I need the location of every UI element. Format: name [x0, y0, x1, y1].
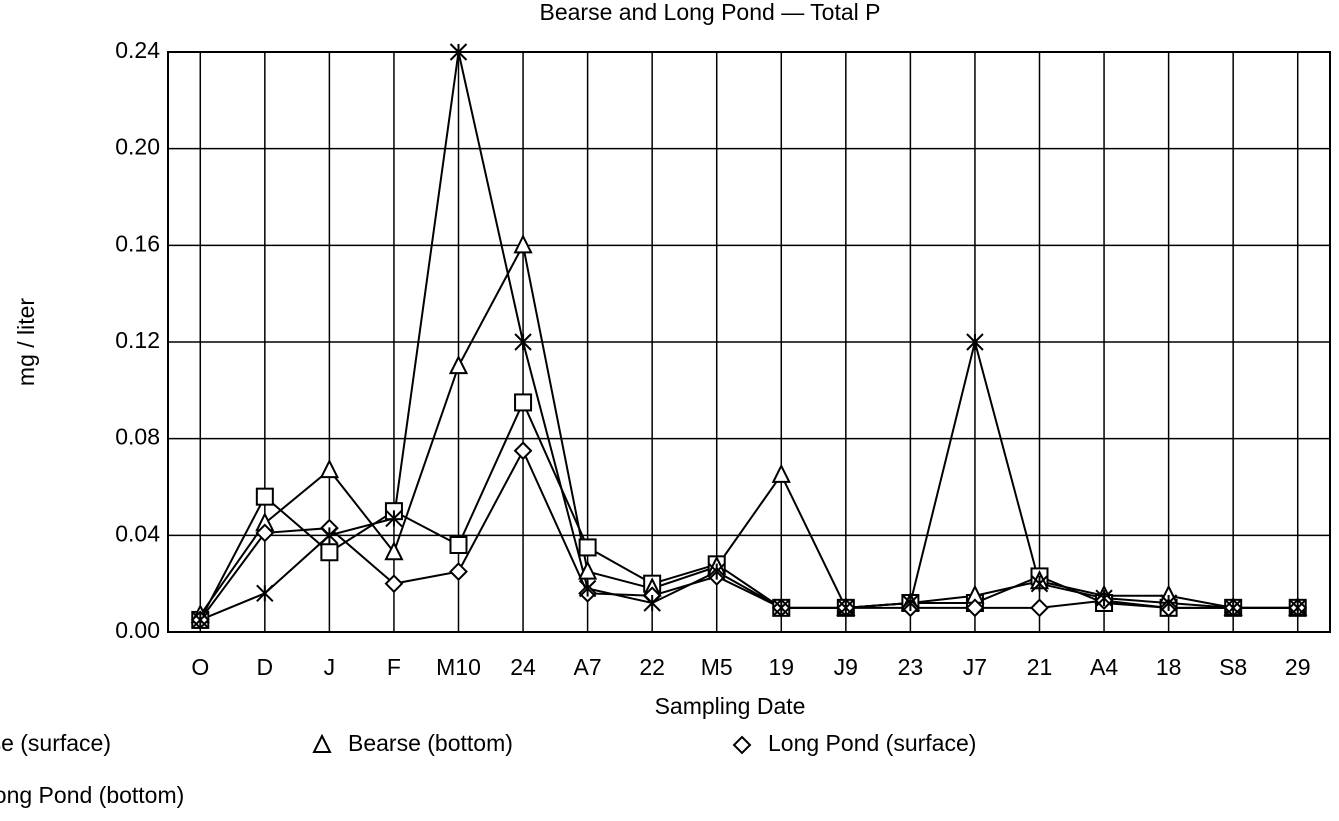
y-tick-label: 0.20	[115, 134, 160, 160]
marker-triangle	[771, 463, 791, 483]
marker-square	[514, 393, 533, 412]
marker-diamond	[965, 598, 985, 618]
marker-x	[449, 43, 468, 61]
x-tick-label: 19	[768, 654, 794, 680]
marker-triangle	[319, 458, 340, 479]
marker-x	[837, 599, 855, 617]
marker-x	[1095, 589, 1113, 607]
x-tick-label: 23	[898, 654, 924, 680]
marker-x	[708, 562, 726, 581]
legend-label: Long Pond (surface)	[768, 730, 976, 756]
marker-x	[1159, 594, 1178, 612]
x-tick-label: F	[387, 654, 401, 680]
marker-x	[1224, 599, 1242, 617]
marker-x	[1030, 574, 1049, 593]
marker-x	[966, 333, 984, 351]
marker-x	[256, 584, 274, 603]
x-axis-label: Sampling Date	[655, 693, 806, 719]
legend-label: Bearse (bottom)	[348, 730, 513, 756]
series-line	[199, 448, 1298, 621]
marker-diamond	[384, 574, 404, 594]
marker-triangle	[513, 234, 533, 254]
y-tick-label: 0.12	[115, 327, 160, 353]
x-tick-label: 24	[510, 654, 536, 680]
marker-square	[449, 536, 468, 554]
x-tick-label: J	[324, 654, 336, 680]
marker-x	[1289, 599, 1307, 617]
series-line	[199, 399, 1298, 621]
x-tick-label: J7	[963, 654, 987, 680]
legend-marker	[312, 733, 332, 753]
x-tick-label: A4	[1090, 654, 1118, 680]
marker-x	[320, 526, 339, 545]
series-line	[199, 242, 1298, 616]
marker-x	[772, 599, 790, 617]
marker-square	[320, 543, 339, 562]
marker-x	[643, 594, 661, 612]
marker-x	[191, 611, 209, 629]
marker-diamond	[513, 441, 533, 461]
marker-square	[255, 487, 274, 506]
marker-x	[901, 594, 920, 612]
legend-label: Bearse (surface)	[0, 730, 111, 756]
marker-triangle	[384, 541, 404, 561]
x-tick-label: M5	[701, 654, 733, 680]
marker-x	[385, 509, 403, 528]
marker-diamond	[449, 562, 468, 581]
x-tick-label: J9	[834, 654, 858, 680]
marker-diamond	[255, 523, 275, 543]
y-tick-label: 0.00	[115, 617, 160, 643]
x-tick-label: 18	[1156, 654, 1182, 680]
y-tick-label: 0.08	[115, 424, 160, 450]
x-tick-label: 29	[1285, 654, 1311, 680]
y-tick-label: 0.24	[115, 37, 160, 63]
marker-square	[578, 538, 597, 557]
chart-title: Bearse and Long Pond — Total P	[540, 0, 881, 25]
x-tick-label: 22	[639, 654, 665, 680]
x-tick-label: S8	[1219, 654, 1247, 680]
marker-triangle	[577, 560, 598, 580]
legend-marker	[732, 735, 752, 755]
marker-x	[578, 579, 597, 598]
x-tick-label: O	[191, 654, 209, 680]
x-tick-label: M10	[436, 654, 481, 680]
marker-x	[514, 333, 532, 351]
x-tick-label: A7	[574, 654, 602, 680]
x-tick-label: 21	[1027, 654, 1053, 680]
y-tick-label: 0.04	[115, 520, 160, 546]
y-axis-label: mg / liter	[13, 298, 39, 387]
y-tick-label: 0.16	[115, 230, 160, 256]
series-line	[199, 51, 1298, 621]
marker-diamond	[1030, 598, 1049, 618]
marker-triangle	[448, 354, 469, 375]
legend-label: Long Pond (bottom)	[0, 782, 184, 808]
x-tick-label: D	[257, 654, 274, 680]
